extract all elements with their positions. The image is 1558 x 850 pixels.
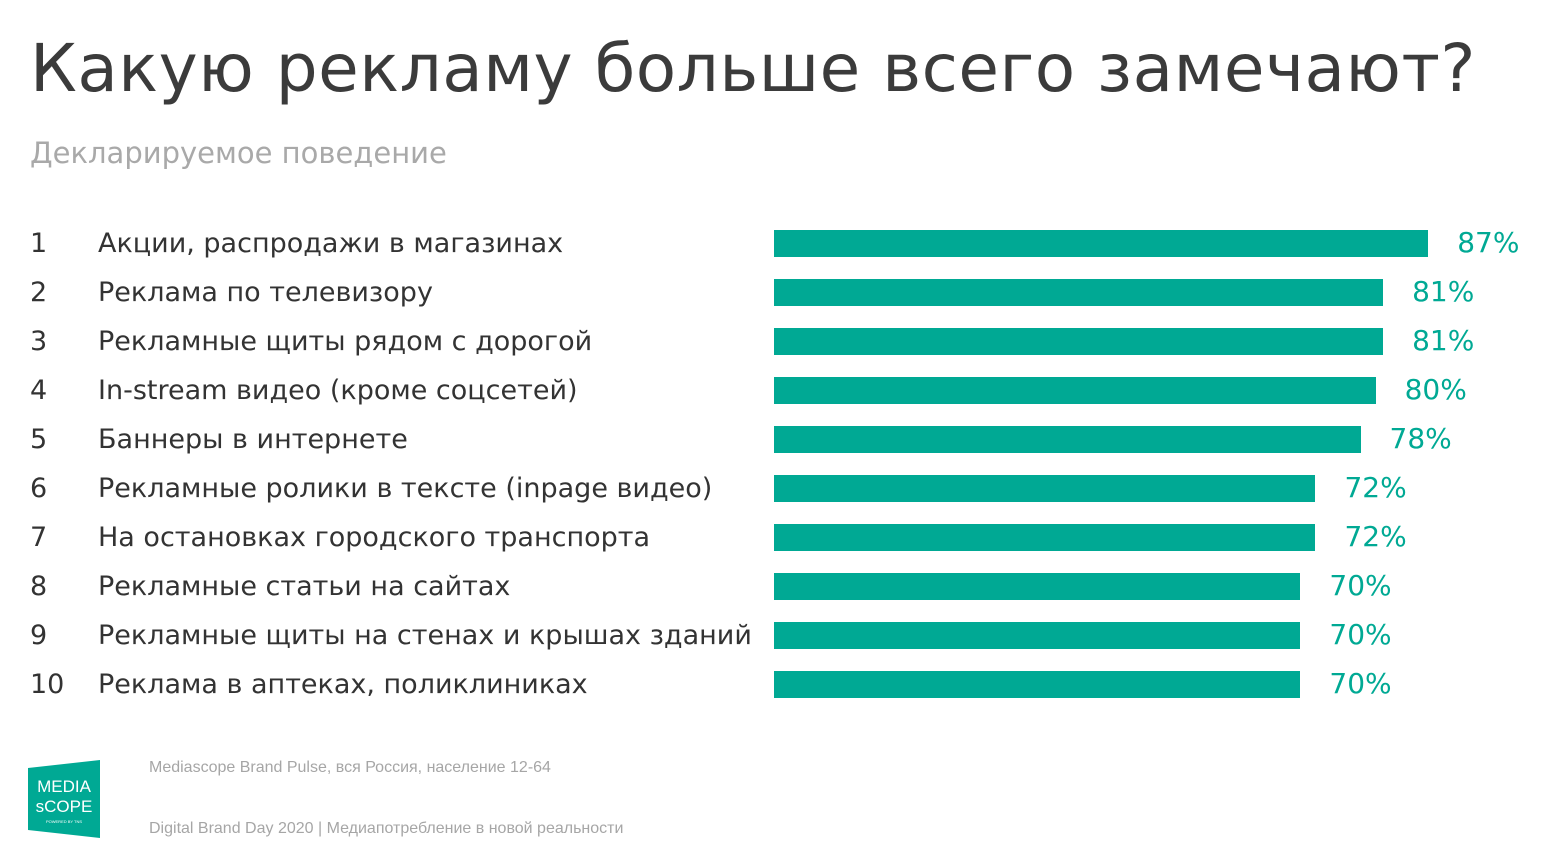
- chart-row: 1 Акции, распродажи в магазинах 87%: [0, 220, 1558, 269]
- value-label: 72%: [1344, 471, 1407, 504]
- rank-label: 3: [30, 326, 48, 357]
- rank-label: 7: [30, 522, 48, 553]
- bar: [774, 524, 1316, 551]
- rank-label: 5: [30, 424, 48, 455]
- bar: [774, 573, 1301, 600]
- value-label: 70%: [1329, 667, 1392, 700]
- value-label: 87%: [1457, 226, 1520, 259]
- value-label: 80%: [1404, 373, 1467, 406]
- page-subtitle: Декларируемое поведение: [30, 136, 447, 170]
- bar: [774, 426, 1361, 453]
- bar: [774, 279, 1384, 306]
- chart-row: 7 На остановках городского транспорта 72…: [0, 514, 1558, 563]
- bar: [774, 475, 1316, 502]
- chart-row: 6 Рекламные ролики в тексте (inpage виде…: [0, 465, 1558, 514]
- svg-text:POWERED BY TNS: POWERED BY TNS: [46, 819, 82, 824]
- rank-label: 2: [30, 277, 48, 308]
- chart-row: 2 Реклама по телевизору 81%: [0, 269, 1558, 318]
- svg-text:MEDIA: MEDIA: [37, 777, 92, 796]
- chart-row: 4 In-stream видео (кроме соцсетей) 80%: [0, 367, 1558, 416]
- bar: [774, 328, 1384, 355]
- category-label: Акции, распродажи в магазинах: [98, 228, 564, 259]
- rank-label: 4: [30, 375, 48, 406]
- rank-label: 9: [30, 620, 48, 651]
- value-label: 78%: [1389, 422, 1452, 455]
- bar: [774, 622, 1301, 649]
- chart-row: 9 Рекламные щиты на стенах и крышах здан…: [0, 612, 1558, 661]
- chart-row: 5 Баннеры в интернете 78%: [0, 416, 1558, 465]
- category-label: На остановках городского транспорта: [98, 522, 651, 553]
- rank-label: 6: [30, 473, 48, 504]
- value-label: 70%: [1329, 618, 1392, 651]
- category-label: Рекламные статьи на сайтах: [98, 571, 511, 602]
- rank-label: 10: [30, 669, 65, 700]
- chart-row: 3 Рекламные щиты рядом с дорогой 81%: [0, 318, 1558, 367]
- bar: [774, 230, 1429, 257]
- rank-label: 1: [30, 228, 48, 259]
- category-label: Реклама в аптеках, поликлиниках: [98, 669, 588, 700]
- chart-row: 8 Рекламные статьи на сайтах 70%: [0, 563, 1558, 612]
- rank-label: 8: [30, 571, 48, 602]
- value-label: 81%: [1412, 275, 1475, 308]
- svg-text:sCOPE: sCOPE: [36, 797, 93, 816]
- category-label: Баннеры в интернете: [98, 424, 408, 455]
- value-label: 70%: [1329, 569, 1392, 602]
- category-label: Рекламные щиты на стенах и крышах зданий: [98, 620, 752, 651]
- value-label: 81%: [1412, 324, 1475, 357]
- mediascope-logo: MEDIA sCOPE POWERED BY TNS: [28, 760, 100, 838]
- value-label: 72%: [1344, 520, 1407, 553]
- page-title: Какую рекламу больше всего замечают?: [30, 30, 1476, 107]
- source-note: Mediascope Brand Pulse, вся Россия, насе…: [149, 759, 551, 776]
- bar: [774, 377, 1376, 404]
- category-label: Рекламные ролики в тексте (inpage видео): [98, 473, 713, 504]
- category-label: Рекламные щиты рядом с дорогой: [98, 326, 593, 357]
- category-label: In-stream видео (кроме соцсетей): [98, 375, 578, 406]
- chart-row: 10 Реклама в аптеках, поликлиниках 70%: [0, 661, 1558, 710]
- event-note: Digital Brand Day 2020 | Медиапотреблени…: [149, 820, 624, 837]
- bar: [774, 671, 1301, 698]
- category-label: Реклама по телевизору: [98, 277, 433, 308]
